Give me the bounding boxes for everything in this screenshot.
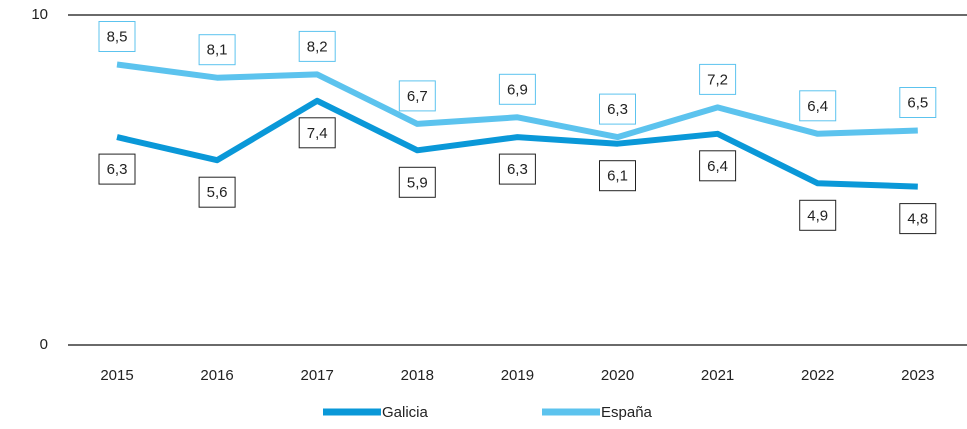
x-tick-label: 2020 [601,367,634,384]
label-box [498,153,536,185]
data-label: 6,4 [707,158,728,175]
x-tick-label: 2017 [301,367,334,384]
data-label: 5,9 [407,174,428,191]
x-tick-label: 2021 [701,367,734,384]
data-label: 5,6 [207,184,228,201]
label-box [699,63,737,95]
data-label: 4,8 [907,211,928,228]
label-box [198,34,236,66]
label-box [699,150,737,182]
label-box [398,80,436,112]
series-line [116,61,918,141]
label-box [899,87,937,118]
legend-label: Galicia [382,404,429,421]
data-label: 6,3 [507,161,528,178]
label-box [599,160,636,192]
data-label: 8,5 [107,28,128,45]
label-box [799,90,837,122]
label-box [799,199,837,231]
label-box [398,166,436,198]
label-box [298,117,336,149]
label-box [498,73,536,105]
data-label: 6,5 [907,94,928,111]
x-tick-label: 2015 [100,367,133,384]
x-tick-label: 2019 [501,367,534,384]
data-label: 7,4 [307,125,328,142]
data-label: 6,3 [607,101,628,118]
series-line [116,97,918,190]
y-tick-label: 10 [31,6,48,23]
label-box [98,153,136,185]
x-tick-label: 2023 [901,367,934,384]
y-tick-label: 0 [40,336,48,353]
data-label: 6,1 [607,168,628,185]
data-label: 8,1 [207,42,228,59]
data-label: 4,9 [807,207,828,224]
data-label: 6,7 [407,88,428,105]
label-box [298,30,336,62]
data-label: 6,9 [507,81,528,98]
x-tick-label: 2018 [401,367,434,384]
legend-label: España [601,404,653,421]
data-label: 6,3 [107,161,128,178]
label-box [899,203,937,235]
label-box [198,176,236,208]
x-tick-label: 2022 [801,367,834,384]
label-box [98,21,136,52]
data-label: 6,4 [807,98,828,115]
data-label: 8,2 [307,38,328,55]
x-tick-label: 2016 [200,367,233,384]
data-label: 7,2 [707,71,728,88]
label-box [599,93,636,125]
